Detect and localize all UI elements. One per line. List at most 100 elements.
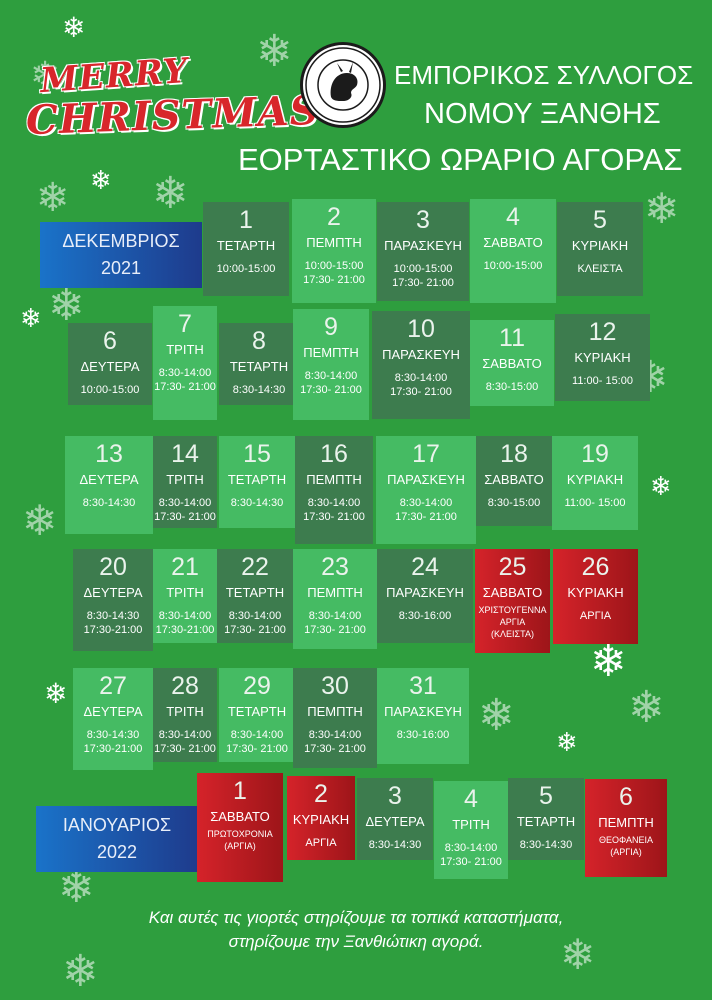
opening-hours-evening: 17:30-21:00 xyxy=(83,743,143,755)
snowflake-icon: ❄ xyxy=(30,55,61,96)
association-seal xyxy=(300,42,386,128)
snowflake-icon: ❄ xyxy=(152,168,189,219)
opening-hours: 8:30-16:00 xyxy=(398,610,452,622)
day-cell: 15 ΤΕΤΑΡΤΗ 8:30-14:30 xyxy=(219,436,295,528)
opening-hours: 8:30-15:00 xyxy=(485,381,539,393)
day-number: 8 xyxy=(252,327,266,355)
snowflake-icon: ❄ xyxy=(58,862,95,913)
weekday-label: ΠΕΜΠΤΗ xyxy=(306,235,362,250)
month-name: ΔΕΚΕΜΒΡΙΟΣ xyxy=(62,231,180,251)
merry-christmas-logo-line2: CHRISTMAS xyxy=(25,86,321,145)
month-label-january: ΙΑΝΟΥΑΡΙΟΣ 2022 xyxy=(36,806,198,872)
day-number: 2 xyxy=(314,780,328,808)
opening-hours: 10:00-15:00 xyxy=(216,263,276,275)
day-cell: 30 ΠΕΜΠΤΗ 8:30-14:00 17:30- 21:00 xyxy=(293,668,377,768)
snowflake-icon: ❄ xyxy=(478,690,515,741)
day-cell: 22 ΤΕΤΑΡΤΗ 8:30-14:00 17:30- 21:00 xyxy=(217,549,293,643)
opening-hours: 8:30-14:00 xyxy=(444,842,498,854)
day-number: 24 xyxy=(411,553,439,581)
weekday-label: ΣΑΒΒΑΤΟ xyxy=(482,356,542,371)
weekday-label: ΣΑΒΒΑΤΟ xyxy=(483,235,543,250)
day-cell: 5 ΚΥΡΙΑΚΗ ΚΛΕΙΣΤΑ xyxy=(557,202,643,296)
day-number: 4 xyxy=(506,203,520,231)
month-year: 2022 xyxy=(96,842,138,862)
holiday-note: (ΚΛΕΙΣΤΑ) xyxy=(491,629,534,639)
opening-hours: 8:30-14:00 xyxy=(230,729,284,741)
opening-hours: ΠΡΩΤΟΧΡΟΝΙΑ xyxy=(207,829,273,839)
weekday-label: ΤΕΤΑΡΤΗ xyxy=(229,359,289,374)
snowflake-icon: ❄ xyxy=(650,472,672,502)
weekday-label: ΚΥΡΙΑΚΗ xyxy=(574,350,631,365)
opening-hours: 8:30-14:00 xyxy=(394,372,448,384)
opening-hours: 10:00-15:00 xyxy=(80,384,140,396)
weekday-label: ΤΡΙΤΗ xyxy=(166,342,204,357)
opening-hours-evening: (ΑΡΓΙΑ) xyxy=(224,841,256,851)
day-cell: 9 ΠΕΜΠΤΗ 8:30-14:00 17:30- 21:00 xyxy=(293,309,369,420)
opening-hours: 10:00-15:00 xyxy=(393,263,453,275)
day-number: 15 xyxy=(243,440,271,468)
weekday-label: ΠΑΡΑΣΚΕΥΗ xyxy=(387,472,465,487)
snowflake-icon: ❄ xyxy=(44,677,68,710)
weekday-label: ΠΑΡΑΣΚΕΥΗ xyxy=(386,585,464,600)
day-number: 6 xyxy=(619,783,633,811)
day-cell: 5 ΤΕΤΑΡΤΗ 8:30-14:30 xyxy=(508,778,584,860)
day-cell: 6 ΠΕΜΠΤΗ ΘΕΟΦΑΝΕΙΑ (ΑΡΓΙΑ) xyxy=(585,779,667,877)
opening-hours: 8:30-14:00 xyxy=(399,497,453,509)
day-number: 12 xyxy=(588,318,617,346)
day-number: 23 xyxy=(321,553,349,581)
opening-hours-evening: 17:30- 21:00 xyxy=(300,384,362,396)
opening-hours: 10:00-15:00 xyxy=(483,260,543,272)
snowflake-icon: ❄ xyxy=(36,175,70,221)
day-cell: 17 ΠΑΡΑΣΚΕΥΗ 8:30-14:00 17:30- 21:00 xyxy=(376,436,476,544)
opening-hours-evening: (ΑΡΓΙΑ) xyxy=(610,847,642,857)
opening-hours-evening: 17:30- 21:00 xyxy=(226,743,288,755)
opening-hours: 8:30-14:30 xyxy=(232,384,286,396)
month-year: 2021 xyxy=(100,258,142,278)
association-name: ΕΜΠΟΡΙΚΟΣ ΣΥΛΛΟΓΟΣ xyxy=(394,60,694,90)
opening-hours: 8:30-14:30 xyxy=(230,497,284,509)
day-cell: 11 ΣΑΒΒΑΤΟ 8:30-15:00 xyxy=(470,320,554,406)
opening-hours-evening: ΑΡΓΙΑ xyxy=(499,617,526,627)
day-number: 26 xyxy=(581,553,610,581)
weekday-label: ΣΑΒΒΑΤΟ xyxy=(484,472,544,487)
day-number: 10 xyxy=(407,315,435,343)
opening-hours: 8:30-14:00 xyxy=(308,610,362,622)
opening-hours: 8:30-14:00 xyxy=(228,610,282,622)
opening-hours: 8:30-14:30 xyxy=(368,839,422,851)
day-number: 13 xyxy=(95,440,123,468)
opening-hours: ΧΡΙΣΤΟΥΓΕΝΝΑ xyxy=(478,605,547,615)
day-cell: 2 ΚΥΡΙΑΚΗ ΑΡΓΙΑ xyxy=(287,776,355,860)
month-label-december: ΔΕΚΕΜΒΡΙΟΣ 2021 xyxy=(40,222,202,288)
day-cell: 24 ΠΑΡΑΣΚΕΥΗ 8:30-16:00 xyxy=(377,549,473,643)
weekday-label: ΚΥΡΙΑΚΗ xyxy=(566,472,624,487)
opening-hours-evening: 17:30- 21:00 xyxy=(303,274,365,286)
weekday-label: ΚΥΡΙΑΚΗ xyxy=(292,812,350,827)
page-title: ΕΟΡΤΑΣΤΙΚΟ ΩΡΑΡΙΟ ΑΓΟΡΑΣ xyxy=(238,142,683,177)
day-cell: 20 ΔΕΥΤΕΡΑ 8:30-14:30 17:30-21:00 xyxy=(73,549,153,651)
opening-hours-evening: 17:30- 21:00 xyxy=(392,277,454,289)
day-number: 5 xyxy=(539,782,553,810)
day-cell: 23 ΠΕΜΠΤΗ 8:30-14:00 17:30- 21:00 xyxy=(293,549,377,649)
opening-hours-evening: 17:30-21:00 xyxy=(83,624,143,636)
opening-hours: ΘΕΟΦΑΝΕΙΑ xyxy=(599,835,653,845)
day-cell: 3 ΔΕΥΤΕΡΑ 8:30-14:30 xyxy=(357,778,433,860)
day-cell: 3 ΠΑΡΑΣΚΕΥΗ 10:00-15:00 17:30- 21:00 xyxy=(377,202,469,301)
opening-hours: 8:30-14:00 xyxy=(304,370,358,382)
day-cell: 8 ΤΕΤΑΡΤΗ 8:30-14:30 xyxy=(219,323,299,405)
opening-hours: 11:00- 15:00 xyxy=(564,497,626,509)
day-number: 22 xyxy=(241,553,269,581)
day-number: 19 xyxy=(581,440,609,468)
weekday-label: ΤΡΙΤΗ xyxy=(166,585,204,600)
day-number: 3 xyxy=(388,782,402,810)
weekday-label: ΤΕΤΑΡΤΗ xyxy=(227,472,287,487)
snowflake-icon: ❄ xyxy=(560,930,596,979)
weekday-label: ΚΥΡΙΑΚΗ xyxy=(571,238,629,253)
snowflake-icon: ❄ xyxy=(644,184,680,233)
opening-hours-evening: 17:30- 21:00 xyxy=(303,511,365,523)
snowflake-icon: ❄ xyxy=(22,496,58,545)
snowflake-icon: ❄ xyxy=(48,280,85,331)
weekday-label: ΚΥΡΙΑΚΗ xyxy=(567,585,624,600)
day-number: 17 xyxy=(412,440,440,468)
day-cell: 25 ΣΑΒΒΑΤΟ ΧΡΙΣΤΟΥΓΕΝΝΑ ΑΡΓΙΑ (ΚΛΕΙΣΤΑ) xyxy=(475,549,550,653)
day-cell: 4 ΣΑΒΒΑΤΟ 10:00-15:00 xyxy=(470,199,556,303)
